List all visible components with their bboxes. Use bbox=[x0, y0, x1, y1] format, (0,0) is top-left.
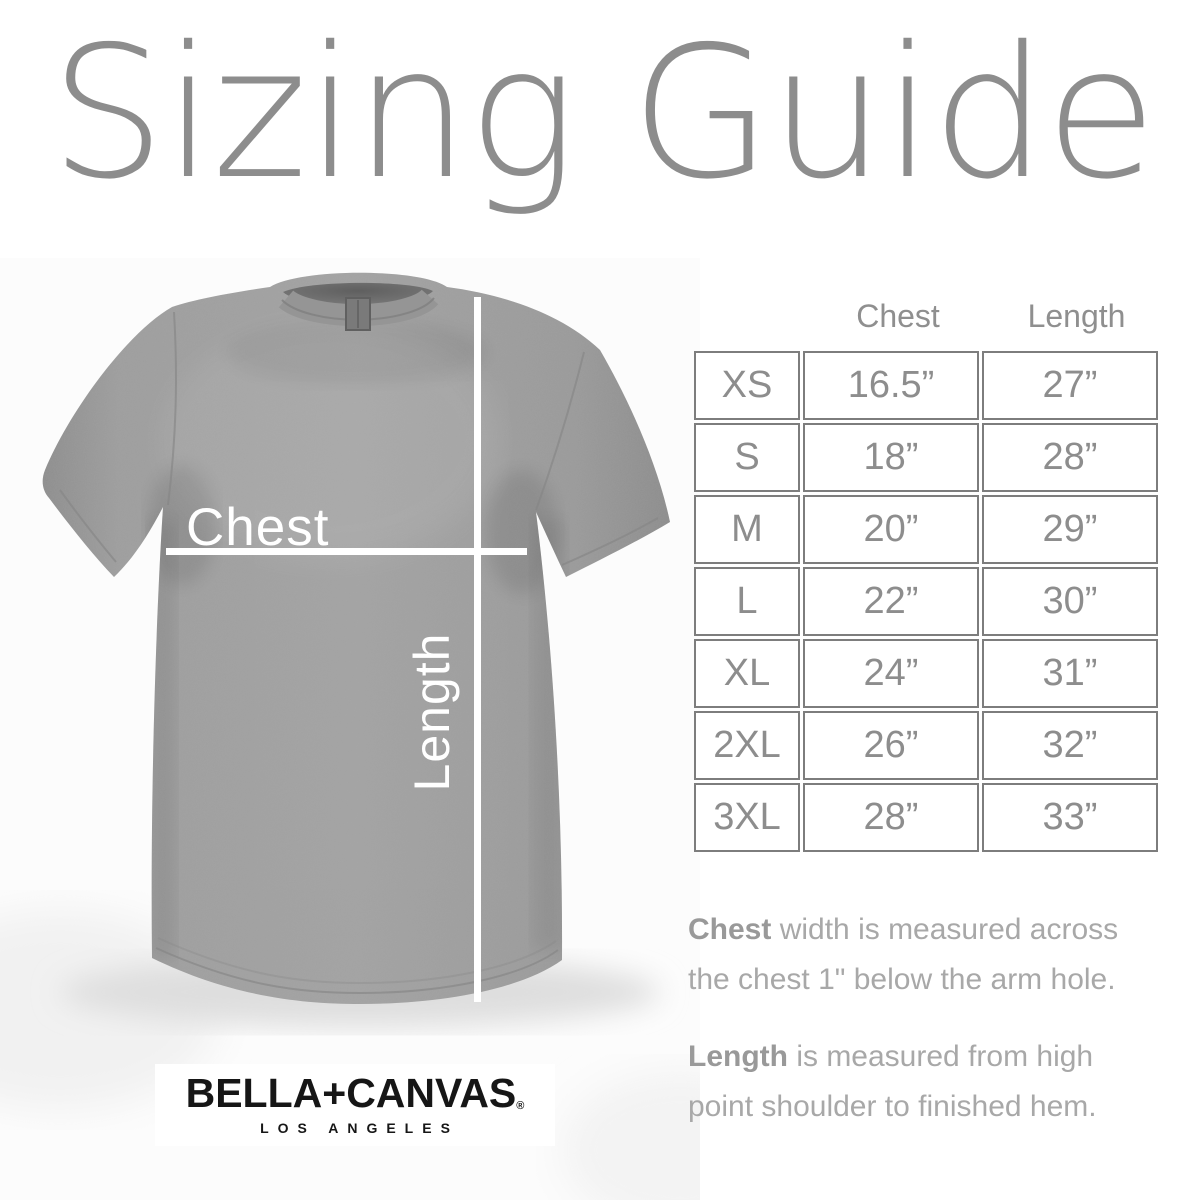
chest-cell: 24” bbox=[803, 639, 979, 708]
size-cell: M bbox=[694, 495, 800, 564]
brand-name: BELLA+CANVAS® bbox=[155, 1070, 555, 1117]
chest-cell: 28” bbox=[803, 783, 979, 852]
table-row: L 22” 30” bbox=[694, 567, 1158, 636]
length-cell: 27” bbox=[982, 351, 1158, 420]
table-row: XL 24” 31” bbox=[694, 639, 1158, 708]
size-table: XS 16.5” 27” S 18” 28” M 20” 29” L 22” 3… bbox=[691, 348, 1161, 855]
length-note-term: Length bbox=[688, 1040, 788, 1073]
chest-cell: 26” bbox=[803, 711, 979, 780]
chest-note-term: Chest bbox=[688, 913, 772, 946]
size-cell: 2XL bbox=[694, 711, 800, 780]
column-header-length: Length bbox=[1027, 298, 1126, 334]
chest-measure-label: Chest bbox=[186, 498, 330, 557]
length-note: Length is measured from high point should… bbox=[688, 1032, 1193, 1132]
page-title: Sizing Guide bbox=[50, 7, 1157, 219]
table-column-headers: Chest Length bbox=[691, 296, 1165, 336]
size-cell: S bbox=[694, 423, 800, 492]
brand-city: LOS ANGELES bbox=[260, 1120, 459, 1136]
size-cell: XS bbox=[694, 351, 800, 420]
chest-note-line2: the chest 1" below the arm hole. bbox=[688, 963, 1116, 996]
size-cell: L bbox=[694, 567, 800, 636]
length-measure-line bbox=[474, 297, 481, 1002]
table-row: M 20” 29” bbox=[694, 495, 1158, 564]
neck-opening bbox=[283, 282, 433, 306]
length-cell: 28” bbox=[982, 423, 1158, 492]
length-measure-label: Length bbox=[404, 632, 460, 792]
length-cell: 33” bbox=[982, 783, 1158, 852]
brand-logo: BELLA+CANVAS® LOS ANGELES bbox=[155, 1064, 555, 1146]
chest-cell: 16.5” bbox=[803, 351, 979, 420]
shirt-shading bbox=[148, 320, 566, 960]
background-blob-right bbox=[560, 1070, 700, 1200]
registered-mark: ® bbox=[516, 1100, 525, 1112]
shirt-seams bbox=[59, 311, 659, 995]
length-cell: 31” bbox=[982, 639, 1158, 708]
length-cell: 29” bbox=[982, 495, 1158, 564]
brand-name-text: BELLA+CANVAS bbox=[185, 1070, 517, 1116]
table-row: 3XL 28” 33” bbox=[694, 783, 1158, 852]
table-row: 2XL 26” 32” bbox=[694, 711, 1158, 780]
chest-cell: 22” bbox=[803, 567, 979, 636]
length-note-line2: point shoulder to finished hem. bbox=[688, 1090, 1097, 1123]
chest-note-line1: width is measured across bbox=[771, 913, 1119, 946]
size-cell: XL bbox=[694, 639, 800, 708]
chest-measure-line bbox=[166, 548, 527, 555]
table-row: S 18” 28” bbox=[694, 423, 1158, 492]
length-note-line1: is measured from high bbox=[787, 1040, 1094, 1073]
chest-cell: 18” bbox=[803, 423, 979, 492]
length-cell: 32” bbox=[982, 711, 1158, 780]
chest-note: Chest width is measured across the chest … bbox=[688, 905, 1193, 1005]
chest-cell: 20” bbox=[803, 495, 979, 564]
length-cell: 30” bbox=[982, 567, 1158, 636]
column-header-chest: Chest bbox=[856, 298, 940, 334]
collar bbox=[278, 282, 439, 331]
tshirt-photo bbox=[0, 272, 700, 1200]
table-row: XS 16.5” 27” bbox=[694, 351, 1158, 420]
size-cell: 3XL bbox=[694, 783, 800, 852]
